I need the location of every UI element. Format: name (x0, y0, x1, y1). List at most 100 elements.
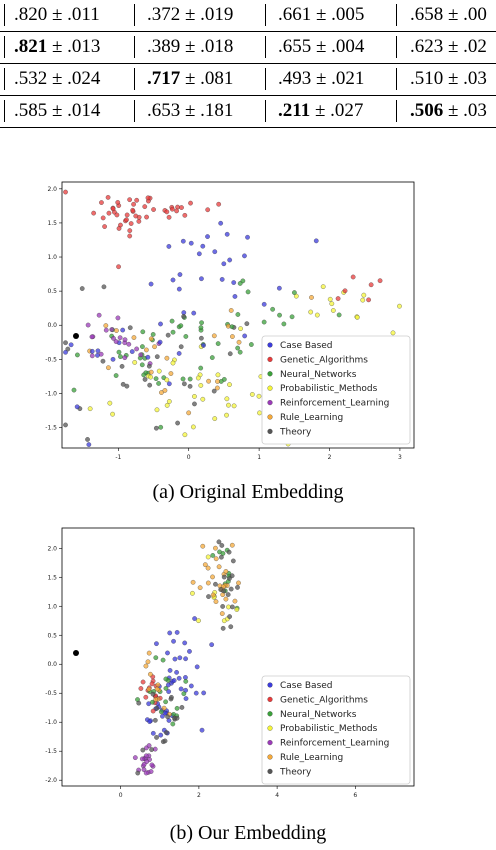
data-point (249, 342, 254, 347)
data-point (165, 714, 170, 720)
data-point (89, 348, 95, 354)
table-cell: .661 ± .005 (278, 4, 365, 25)
data-point (192, 616, 197, 621)
data-point (141, 767, 147, 773)
data-point (199, 335, 204, 341)
data-point (156, 381, 161, 386)
data-point (174, 670, 179, 675)
data-point (228, 308, 234, 313)
data-point (107, 400, 113, 406)
data-point (101, 284, 107, 290)
y-tick-label: 1.5 (47, 574, 57, 581)
data-point (216, 539, 222, 545)
legend-marker (267, 711, 273, 717)
data-point (131, 201, 136, 207)
data-point (124, 217, 129, 223)
y-tick-label: -2.0 (45, 777, 57, 784)
data-point (223, 569, 229, 574)
data-point (228, 624, 234, 630)
y-tick-label: 1.0 (47, 254, 57, 261)
data-point (154, 354, 160, 359)
data-point (213, 545, 218, 551)
data-point (183, 334, 189, 339)
data-point (205, 565, 211, 571)
table-cell: .372 ± .019 (147, 4, 234, 25)
data-point (218, 220, 224, 226)
data-point (162, 738, 168, 744)
data-point (229, 542, 235, 548)
data-point (183, 656, 188, 662)
data-point (161, 705, 167, 711)
scatter-points (63, 189, 402, 447)
data-point (148, 374, 153, 380)
data-point (235, 312, 241, 317)
column-separator (134, 100, 135, 122)
data-point (335, 296, 341, 301)
data-point (117, 335, 123, 341)
data-point (100, 215, 106, 221)
data-point (156, 368, 162, 374)
data-point (75, 352, 80, 358)
data-point (377, 278, 383, 284)
data-point (148, 336, 154, 342)
data-point (178, 344, 184, 350)
data-point (202, 562, 208, 567)
data-point (209, 642, 215, 647)
data-point (220, 604, 226, 609)
data-point (366, 297, 371, 303)
data-point (228, 586, 234, 592)
data-point (169, 695, 174, 700)
legend-marker (267, 682, 273, 688)
data-point (127, 325, 133, 331)
table-cell: .623 ± .02 (410, 36, 487, 57)
table-cell: .821 ± .013 (14, 36, 101, 57)
x-tick-label: 2 (197, 792, 201, 799)
data-point (144, 347, 149, 353)
table-cell: .717 ± .081 (147, 68, 234, 89)
data-point (150, 691, 156, 697)
data-point (154, 641, 159, 647)
data-point (219, 543, 225, 548)
data-point (172, 656, 178, 662)
data-point (113, 339, 119, 344)
data-point (153, 697, 159, 702)
data-point (227, 257, 233, 263)
x-tick-label: 4 (275, 792, 279, 799)
data-point (309, 295, 314, 300)
data-point (230, 558, 236, 564)
data-point (270, 306, 275, 312)
data-point (179, 705, 185, 710)
legend-marker (267, 414, 273, 420)
data-point (227, 382, 232, 387)
data-point (174, 715, 180, 721)
data-point (221, 588, 227, 594)
column-separator (396, 100, 397, 122)
data-point (180, 376, 186, 382)
data-point (155, 682, 161, 688)
data-point (145, 195, 151, 201)
x-tick-label: -1 (115, 454, 121, 461)
data-point (79, 286, 85, 291)
data-point (188, 200, 193, 206)
data-point (116, 349, 122, 355)
data-point (219, 277, 225, 282)
data-point (236, 339, 242, 345)
data-point (226, 604, 231, 610)
table-cell: .658 ± .00 (410, 4, 487, 25)
y-tick-label: -1.5 (45, 748, 57, 755)
data-point (146, 363, 152, 369)
data-point (126, 341, 132, 347)
legend-box (261, 675, 411, 785)
data-point (167, 668, 173, 673)
x-tick-label: 1 (257, 454, 261, 461)
data-point (205, 207, 211, 213)
data-point (242, 253, 247, 259)
data-point (215, 379, 220, 384)
data-point (193, 690, 199, 696)
data-point (175, 420, 180, 426)
data-point (277, 312, 282, 318)
legend-label: Reinforcement_Learning (280, 739, 389, 749)
data-point (206, 594, 211, 599)
data-point (91, 210, 96, 216)
data-point (164, 355, 170, 361)
